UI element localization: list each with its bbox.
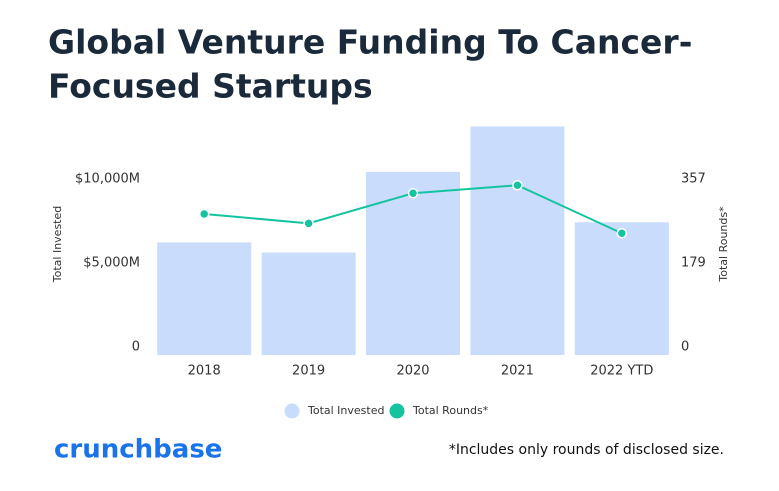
line-point (616, 227, 628, 239)
x-tick-label: 2022 YTD (590, 364, 653, 379)
bar (366, 171, 460, 355)
footnote: *Includes only rounds of disclosed size. (449, 442, 724, 458)
y-tick-label: $5,000M (83, 255, 140, 270)
x-tick-label: 2019 (292, 364, 325, 379)
legend-swatch (389, 403, 405, 419)
line-point (407, 188, 419, 199)
y2-tick-label: 0 (681, 340, 689, 355)
legend-label: Total Invested (307, 404, 384, 417)
bar (261, 252, 356, 355)
y-tick-label: 0 (132, 340, 140, 355)
chart-title: Focused Startups (48, 67, 373, 106)
x-tick-label: 2018 (188, 364, 221, 379)
line-point (303, 218, 314, 229)
y2-tick-label: 357 (681, 172, 706, 187)
y-tick-label: $10,000M (75, 171, 140, 186)
bar (470, 126, 565, 355)
chart-title: Global Venture Funding To Cancer- (48, 23, 692, 62)
x-tick-label: 2020 (396, 364, 429, 379)
y-axis-title: Total Invested (51, 206, 64, 283)
y2-axis-title: Total Rounds* (717, 206, 730, 283)
legend-swatch (284, 403, 300, 419)
line-point (512, 180, 523, 191)
bar (574, 222, 669, 355)
x-tick-label: 2021 (501, 364, 534, 379)
bar (157, 242, 252, 355)
brand-logo: crunchbase (54, 435, 222, 465)
y2-tick-label: 179 (681, 255, 706, 270)
legend-label: Total Rounds* (412, 404, 489, 417)
line-point (198, 208, 210, 220)
